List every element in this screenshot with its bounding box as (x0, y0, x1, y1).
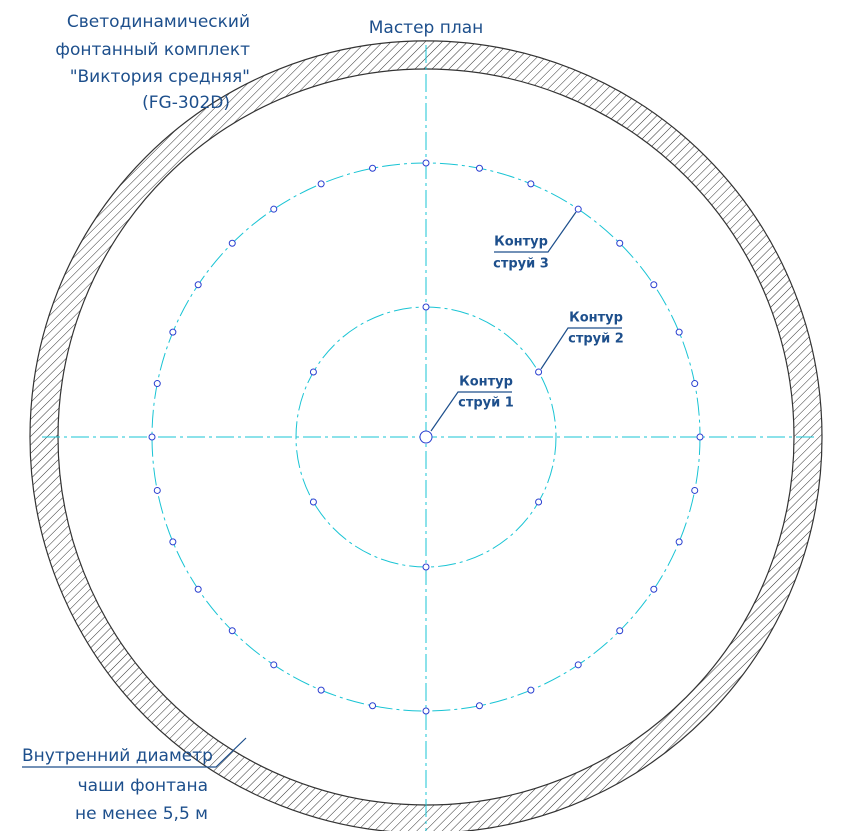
nozzle (309, 498, 317, 506)
nozzle (169, 538, 177, 546)
nozzle (317, 686, 325, 694)
nozzle (317, 180, 325, 188)
note-line: Внутренний диаметр (22, 746, 213, 766)
nozzle (475, 164, 483, 172)
nozzle (422, 563, 430, 571)
nozzle (527, 180, 535, 188)
nozzle (228, 239, 236, 247)
label-1: Контур струй 1 (430, 375, 514, 432)
nozzle (169, 328, 177, 336)
leader (22, 737, 247, 768)
nozzle (535, 368, 543, 376)
label-line: Контур (569, 311, 623, 326)
nozzle (675, 538, 683, 546)
nozzle (422, 303, 430, 311)
nozzle (369, 164, 377, 172)
nozzle (616, 239, 624, 247)
label-3: Контур струй 3 (493, 211, 577, 272)
nozzle (422, 707, 430, 715)
note: Внутренний диаметр чаши фонтана не менее… (22, 737, 247, 824)
nozzle (270, 661, 278, 669)
title-line: фонтанный комплект (55, 40, 250, 60)
nozzle (650, 281, 658, 289)
nozzle (691, 380, 699, 388)
nozzle (650, 585, 658, 593)
title-line: "Виктория средняя" (70, 67, 250, 87)
nozzle (194, 585, 202, 593)
nozzle (369, 702, 377, 710)
bowl-wall (29, 40, 823, 831)
nozzle (194, 281, 202, 289)
nozzle (535, 498, 543, 506)
nozzle (148, 433, 156, 441)
nozzle (153, 486, 161, 494)
label-line: Контур (459, 375, 513, 390)
note-line: не менее 5,5 м (75, 804, 208, 824)
nozzle (270, 205, 278, 213)
nozzle (153, 380, 161, 388)
center-nozzle (419, 430, 433, 444)
nozzle (691, 486, 699, 494)
nozzle (616, 627, 624, 635)
label-line: струй 2 (568, 332, 624, 347)
title-line: (FG-302D) (142, 93, 230, 113)
title-line: Светодинамический (67, 12, 250, 32)
nozzles (148, 159, 704, 715)
nozzle (422, 159, 430, 167)
label-line: Контур (494, 235, 548, 250)
note-line: чаши фонтана (78, 776, 208, 796)
heading: Мастер план (369, 18, 484, 38)
leader (540, 327, 622, 370)
title-block: Светодинамический фонтанный комплект "Ви… (55, 12, 250, 113)
nozzle (574, 661, 582, 669)
leader (494, 211, 577, 253)
nozzle (228, 627, 236, 635)
nozzle (675, 328, 683, 336)
label-line: струй 3 (493, 257, 549, 272)
nozzle (574, 205, 582, 213)
nozzle (696, 433, 704, 441)
leader (430, 391, 512, 432)
label-2: Контур струй 2 (540, 311, 624, 370)
nozzle (309, 368, 317, 376)
nozzle (475, 702, 483, 710)
label-line: струй 1 (458, 396, 514, 411)
nozzle (527, 686, 535, 694)
